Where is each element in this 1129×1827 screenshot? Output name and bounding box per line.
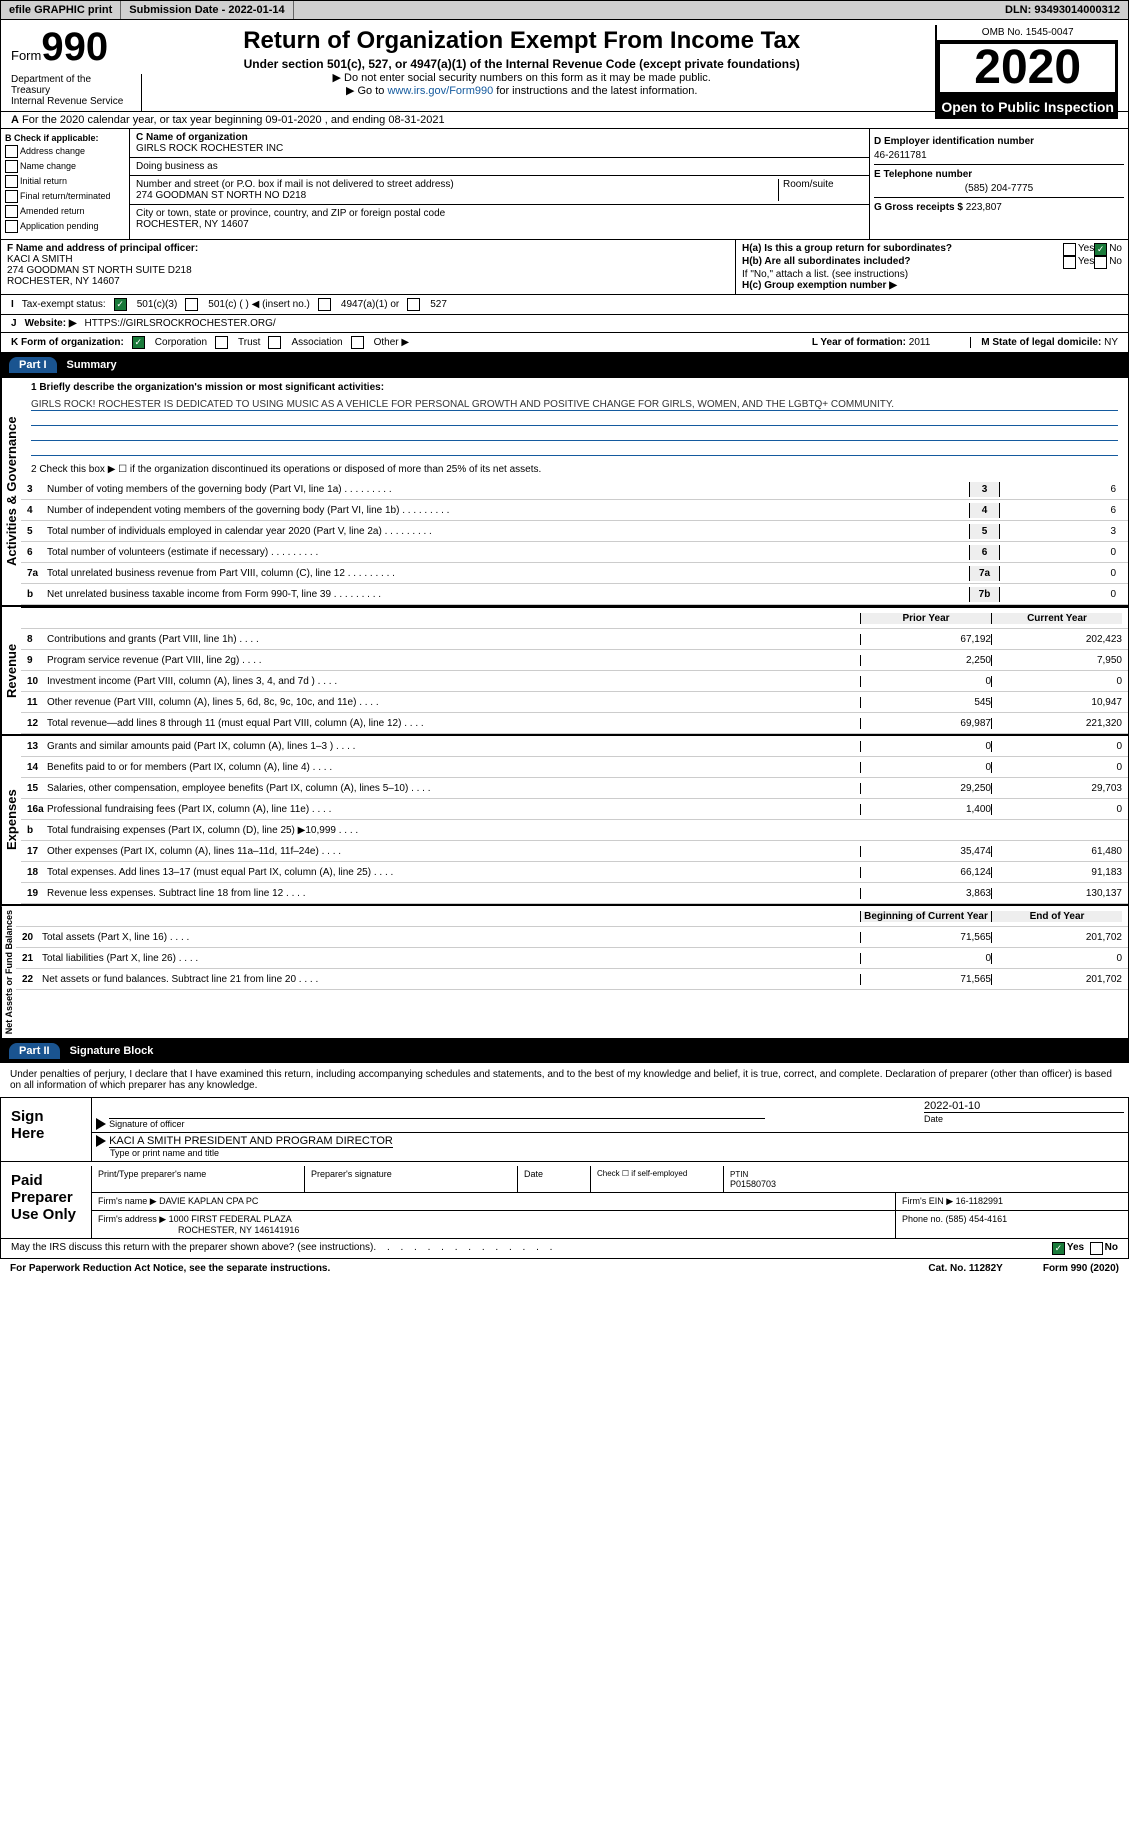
form-header: Form990 Return of Organization Exempt Fr… [0,20,1129,124]
col-c-org-info: C Name of organizationGIRLS ROCK ROCHEST… [130,129,869,239]
discuss-row: May the IRS discuss this return with the… [0,1239,1129,1259]
revenue-section: Prior YearCurrent Year 8Contributions an… [21,607,1128,734]
part2-header: Part IISignature Block [0,1039,1129,1063]
row-j-website: JWebsite: ▶HTTPS://GIRLSROCKROCHESTER.OR… [0,315,1129,333]
title-text: Return of Organization Exempt From Incom… [108,27,935,55]
col-d-ein: D Employer identification number 46-2611… [869,129,1128,239]
group-return: H(a) Is this a group return for subordin… [735,240,1128,294]
efile-label[interactable]: efile GRAPHIC print [1,1,121,19]
page-footer: For Paperwork Reduction Act Notice, see … [0,1259,1129,1278]
net-label: Net Assets or Fund Balances [1,906,16,1038]
year-box: OMB No. 1545-0047 2020 Open to Public In… [935,25,1118,119]
col-b-checkboxes: B Check if applicable: Address change Na… [1,129,130,239]
paid-preparer-label: Paid Preparer Use Only [1,1162,91,1238]
row-i-tax-status: ITax-exempt status: 501(c)(3) 501(c) ( )… [0,295,1129,315]
dln: DLN: 93493014000312 [997,1,1128,19]
irs-link[interactable]: www.irs.gov/Form990 [387,85,493,97]
form-number: Form990 [11,25,108,70]
top-bar: efile GRAPHIC print Submission Date - 20… [0,0,1129,20]
row-k-org-form: K Form of organization: Corporation Trus… [0,333,1129,353]
gov-label: Activities & Governance [1,378,21,605]
rev-label: Revenue [1,607,21,734]
expenses-section: 13Grants and similar amounts paid (Part … [21,736,1128,904]
form-title: Return of Organization Exempt From Incom… [108,25,935,97]
sign-here-label: Sign Here [1,1098,91,1161]
exp-label: Expenses [1,736,21,904]
governance-section: 1 Briefly describe the organization's mi… [21,378,1128,605]
signature-declaration: Under penalties of perjury, I declare th… [0,1063,1129,1097]
part1-header: Part ISummary [0,353,1129,377]
principal-officer: F Name and address of principal officer:… [1,240,735,294]
net-assets-section: Beginning of Current YearEnd of Year 20T… [16,906,1128,1038]
submission-date: Submission Date - 2022-01-14 [121,1,293,19]
